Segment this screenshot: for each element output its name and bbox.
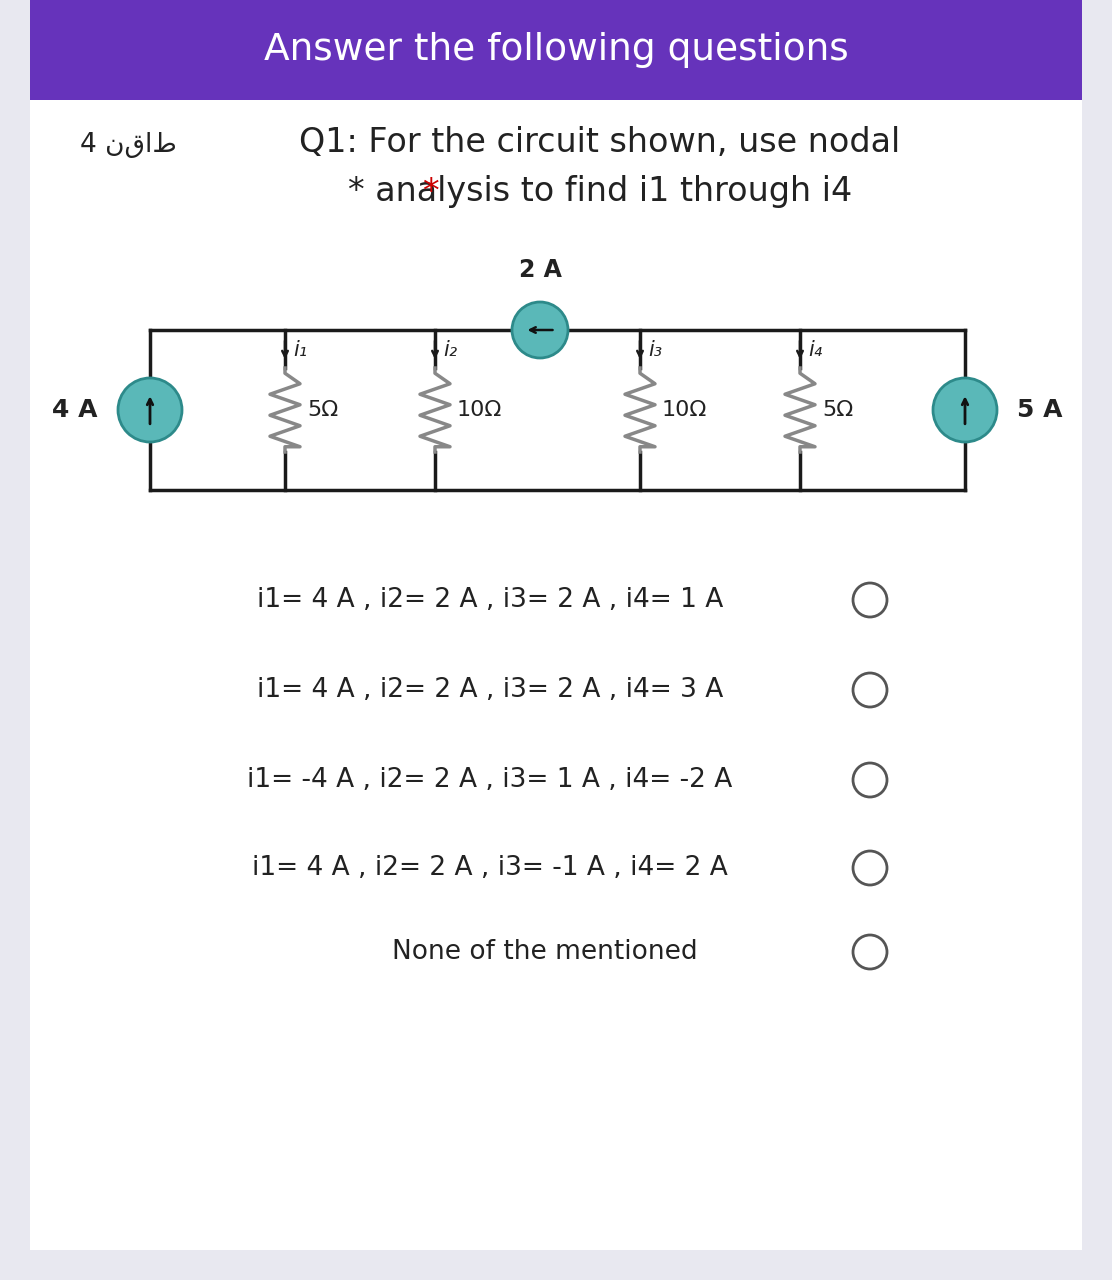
Text: 5Ω: 5Ω — [307, 399, 338, 420]
Text: i1= -4 A , i2= 2 A , i3= 1 A , i4= -2 A: i1= -4 A , i2= 2 A , i3= 1 A , i4= -2 A — [247, 767, 733, 794]
Text: i₄: i₄ — [808, 340, 822, 360]
Text: 5 A: 5 A — [1017, 398, 1062, 422]
Text: Answer the following questions: Answer the following questions — [264, 32, 848, 68]
Text: 4 نقاط: 4 نقاط — [80, 132, 177, 157]
Circle shape — [118, 378, 182, 442]
Text: 4 A: 4 A — [52, 398, 98, 422]
Circle shape — [933, 378, 997, 442]
FancyBboxPatch shape — [30, 0, 1082, 100]
Text: None of the mentioned: None of the mentioned — [393, 940, 698, 965]
Text: * analysis to find i1 through i4: * analysis to find i1 through i4 — [348, 175, 852, 209]
Text: 10Ω: 10Ω — [662, 399, 707, 420]
Text: i1= 4 A , i2= 2 A , i3= 2 A , i4= 3 A: i1= 4 A , i2= 2 A , i3= 2 A , i4= 3 A — [257, 677, 723, 703]
Text: Q1: For the circuit shown, use nodal: Q1: For the circuit shown, use nodal — [299, 125, 901, 159]
Circle shape — [512, 302, 568, 358]
Text: 10Ω: 10Ω — [457, 399, 503, 420]
Text: i1= 4 A , i2= 2 A , i3= -1 A , i4= 2 A: i1= 4 A , i2= 2 A , i3= -1 A , i4= 2 A — [252, 855, 728, 881]
Text: i1= 4 A , i2= 2 A , i3= 2 A , i4= 1 A: i1= 4 A , i2= 2 A , i3= 2 A , i4= 1 A — [257, 588, 723, 613]
Text: 2 A: 2 A — [518, 259, 562, 282]
Text: i₁: i₁ — [292, 340, 307, 360]
Text: i₃: i₃ — [648, 340, 662, 360]
Text: 5Ω: 5Ω — [822, 399, 853, 420]
Text: i₂: i₂ — [443, 340, 457, 360]
FancyBboxPatch shape — [30, 100, 1082, 1251]
Text: *: * — [421, 175, 438, 209]
